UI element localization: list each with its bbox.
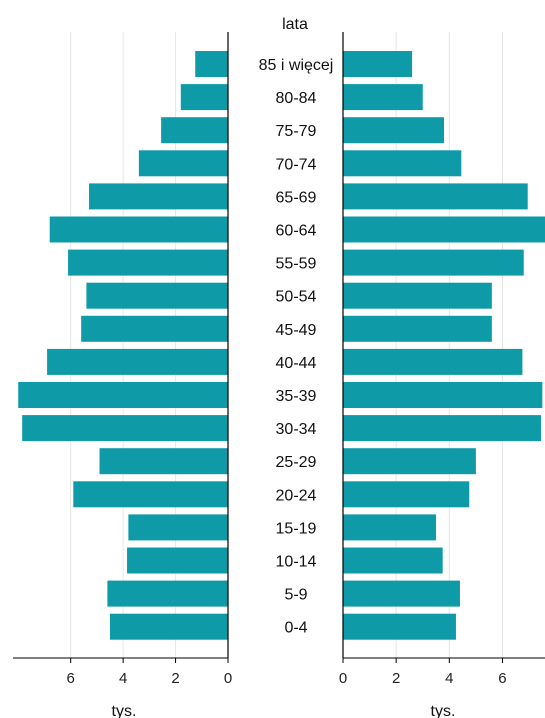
- left-bar: [128, 514, 228, 541]
- right-tick-label: 4: [445, 670, 453, 687]
- category-label: 0-4: [284, 620, 307, 637]
- left-tick-label: 0: [224, 670, 232, 687]
- left-bar: [49, 216, 228, 243]
- left-bar: [195, 51, 228, 77]
- left-bar: [110, 613, 228, 640]
- category-label: 30-34: [276, 421, 317, 438]
- left-bar: [81, 315, 228, 342]
- left-bar: [73, 481, 229, 508]
- category-label: 25-29: [276, 454, 317, 471]
- right-bar: [343, 547, 443, 574]
- right-tick-label: 6: [498, 670, 506, 687]
- left-tick-label: 6: [67, 670, 75, 687]
- left-bar: [127, 547, 228, 574]
- category-label: 50-54: [276, 289, 317, 306]
- left-bar: [86, 282, 228, 309]
- right-bar: [343, 150, 462, 177]
- left-bar: [89, 183, 228, 210]
- left-tick-label: 4: [119, 670, 127, 687]
- right-tick-label: 2: [392, 670, 400, 687]
- right-x-unit-label: tys.: [431, 703, 456, 718]
- right-bar: [343, 315, 492, 342]
- category-label: 15-19: [276, 520, 317, 537]
- right-bar: [343, 117, 444, 144]
- right-bar: [343, 51, 413, 77]
- category-labels: 85 i więcej 80-84 75-79 70-74 65-69 60-64 55-5…: [259, 57, 334, 637]
- category-label: 10-14: [276, 554, 317, 571]
- category-label: 75-79: [276, 123, 317, 140]
- category-label: 80-84: [276, 90, 317, 107]
- category-label: 40-44: [276, 355, 317, 372]
- axes: [13, 32, 545, 659]
- left-bar: [18, 382, 229, 408]
- right-bar: [343, 448, 476, 475]
- category-label: 70-74: [276, 156, 317, 173]
- left-x-ticks: 6 4 2 0: [67, 658, 232, 687]
- right-bar: [343, 382, 543, 408]
- category-label: 35-39: [276, 388, 317, 405]
- right-bars: [343, 51, 545, 640]
- right-x-ticks: 0 2 4 6: [339, 658, 507, 687]
- left-bar: [107, 580, 228, 607]
- right-bar: [343, 282, 492, 309]
- left-x-unit-label: tys.: [112, 703, 137, 718]
- right-bar: [343, 183, 528, 210]
- right-tick-label: 0: [339, 670, 347, 687]
- right-bar: [343, 249, 524, 276]
- category-label: 60-64: [276, 223, 317, 240]
- left-bars: [18, 51, 229, 640]
- left-tick-label: 2: [171, 670, 179, 687]
- y-axis-title: lata: [282, 16, 308, 33]
- left-bar: [99, 448, 229, 475]
- right-bar: [343, 84, 423, 111]
- category-label: 5-9: [284, 587, 307, 604]
- right-bar: [343, 580, 460, 607]
- right-bar: [343, 481, 470, 508]
- left-bar: [161, 117, 228, 144]
- category-label: 45-49: [276, 322, 317, 339]
- right-bar: [343, 348, 523, 375]
- category-label: 65-69: [276, 189, 317, 206]
- left-bar: [180, 84, 228, 111]
- left-bar: [68, 249, 228, 276]
- category-label: 55-59: [276, 256, 317, 273]
- left-bar: [47, 348, 229, 375]
- left-bar: [22, 415, 228, 442]
- category-label: 20-24: [276, 487, 317, 504]
- right-bar: [343, 415, 542, 442]
- category-label: 85 i więcej: [259, 57, 334, 74]
- right-bar: [343, 216, 545, 243]
- right-bar: [343, 613, 456, 640]
- left-bar: [138, 150, 228, 177]
- right-bar: [343, 514, 437, 541]
